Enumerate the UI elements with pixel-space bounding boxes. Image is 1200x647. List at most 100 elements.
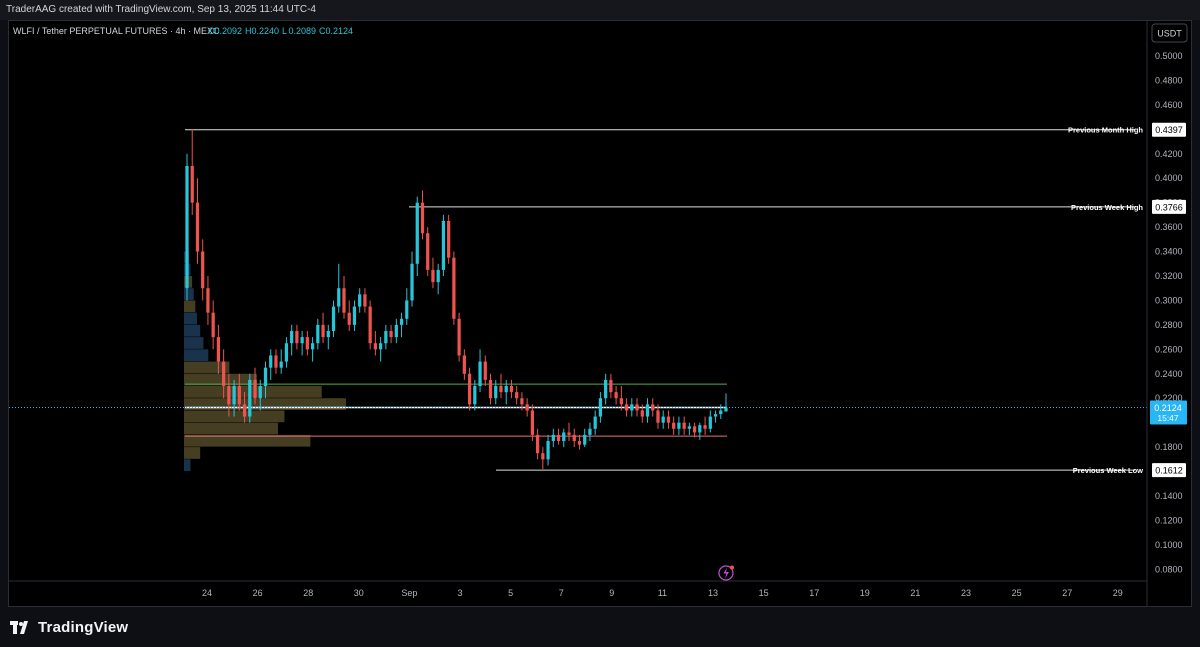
candle-body [394, 324, 398, 338]
candle-body [583, 434, 587, 445]
x-tick-label: 19 [860, 588, 870, 598]
candle-body [635, 404, 639, 411]
volume-profile-bar [184, 288, 194, 300]
candle-body [572, 434, 576, 441]
candle-body [337, 288, 341, 307]
candle-body [352, 306, 357, 325]
candle-body [672, 422, 676, 429]
candle-body [410, 263, 414, 301]
volume-profile-bar [184, 398, 346, 410]
lightning-icon[interactable] [718, 565, 734, 581]
level-price-value: 0.1612 [1155, 466, 1183, 476]
close-label: C [319, 26, 326, 36]
volume-profile-bar [184, 312, 197, 325]
candle-body [326, 331, 330, 338]
axes-layer: 0.50000.48000.46000.44000.42000.40000.38… [9, 21, 1187, 608]
y-tick-label: 0.3000 [1155, 295, 1183, 305]
volume-profile-bar [184, 386, 322, 398]
volume-profile-bar [184, 422, 278, 435]
volume-profile-bar [184, 349, 209, 362]
candle-body [190, 166, 194, 203]
attribution-text: TraderAAG created with TradingView.com, … [6, 4, 316, 15]
candle-body [494, 386, 498, 399]
candle-body [436, 269, 440, 283]
candle-body [630, 404, 634, 411]
candle-body [368, 306, 372, 344]
level-label: Previous Month High [1068, 126, 1143, 135]
candle-body [258, 386, 262, 399]
candle-body [279, 361, 283, 368]
x-tick-label: 24 [202, 588, 212, 598]
candle-body [546, 441, 550, 460]
y-tick-label: 0.1000 [1155, 540, 1183, 550]
level-price-badge [1152, 199, 1186, 214]
candle-body [195, 202, 200, 252]
countdown-value: 15:47 [1157, 413, 1179, 423]
candle-body [331, 306, 336, 331]
candle-body [457, 318, 461, 356]
candle-body [619, 398, 623, 405]
level-price-badge [1152, 463, 1186, 478]
y-tick-label: 0.2200 [1155, 393, 1183, 403]
candle-body [577, 441, 582, 445]
candle-body [373, 343, 378, 350]
candle-body [692, 426, 697, 433]
x-tick-label: 23 [961, 588, 971, 598]
candle-body [242, 404, 247, 417]
candle-body [567, 432, 571, 435]
candle-body [284, 343, 289, 362]
candlestick-chart[interactable]: 0.50000.48000.46000.44000.42000.40000.38… [9, 21, 1193, 608]
candle-body [499, 386, 503, 393]
current-price-value: 0.2124 [1154, 403, 1182, 413]
candle-body [682, 422, 686, 429]
candle-body [703, 425, 707, 429]
candle-body [488, 379, 493, 399]
x-tick-label: 15 [759, 588, 769, 598]
footer: TradingView [0, 607, 1200, 647]
x-tick-label: 25 [1012, 588, 1022, 598]
candle-body [426, 233, 430, 270]
candle-body [216, 337, 221, 362]
chart-frame[interactable]: 0.50000.48000.46000.44000.42000.40000.38… [8, 20, 1193, 608]
candle-body [530, 410, 535, 435]
x-tick-label: 17 [809, 588, 819, 598]
currency-label[interactable]: USDT [1157, 29, 1182, 39]
low-value: 0.2089 [289, 26, 317, 36]
candle-body [342, 288, 346, 313]
volume-profile-bar [184, 300, 196, 313]
open-label: O [208, 26, 215, 36]
candle-body [504, 386, 508, 393]
candle-body [473, 386, 477, 405]
y-tick-label: 0.2800 [1155, 320, 1183, 330]
volume-profile-bar [184, 447, 201, 459]
candle-body [420, 202, 425, 234]
candle-body [227, 386, 231, 405]
candle-body [300, 337, 304, 344]
candle-body [201, 251, 205, 289]
x-tick-label: 13 [708, 588, 718, 598]
candle-body [462, 355, 466, 374]
candle-body [452, 257, 456, 319]
symbol-name[interactable]: WLFI / Tether PERPETUAL FUTURES · 4h · M… [13, 26, 220, 36]
x-tick-label: 21 [910, 588, 920, 598]
tradingview-logo-icon [10, 620, 28, 634]
tradingview-brand: TradingView [38, 619, 129, 636]
candle-body [661, 416, 665, 423]
candle-body [305, 337, 309, 350]
candle-body [719, 410, 723, 415]
candle-body [541, 453, 545, 460]
y-tick-label: 0.0800 [1155, 564, 1183, 574]
currency-button[interactable]: USDT [1151, 23, 1188, 43]
tradingview-logo[interactable]: TradingView [10, 619, 128, 636]
candle-body [614, 392, 618, 399]
symbol-legend[interactable]: WLFI / Tether PERPETUAL FUTURES · 4h · M… [13, 26, 353, 36]
candle-body [604, 379, 608, 399]
x-tick-label: 11 [658, 588, 667, 598]
current-price-badge [1150, 400, 1187, 425]
y-tick-label: 0.3600 [1155, 222, 1183, 232]
candle-body [237, 386, 241, 405]
candle-body [316, 324, 320, 344]
y-tick-label: 0.4000 [1155, 173, 1183, 183]
candle-body [447, 221, 451, 258]
x-tick-label: Sep [401, 588, 417, 598]
